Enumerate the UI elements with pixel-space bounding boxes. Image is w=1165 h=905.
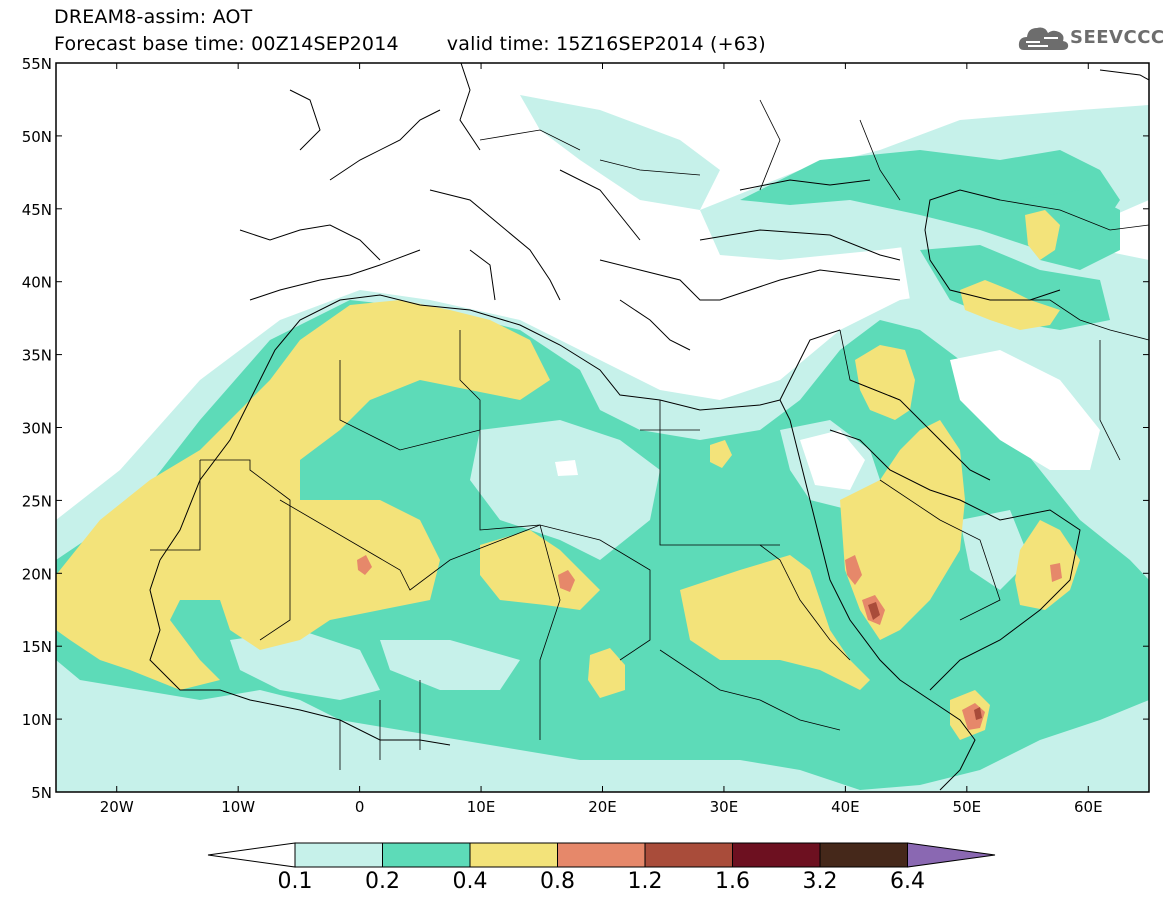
lat-tick-label: 30N <box>22 420 52 438</box>
lon-tick-label: 30E <box>710 798 739 816</box>
colorbar-segment <box>557 842 646 868</box>
colorbar-segment <box>732 842 821 868</box>
aot-colorbar <box>207 842 996 868</box>
colorbar-segment <box>294 842 383 868</box>
forecast-base-time: Forecast base time: 00Z14SEP2014 <box>54 33 399 55</box>
aot-clear-areas <box>555 350 1100 490</box>
lat-tick-label: 40N <box>22 274 52 292</box>
aot-band-0.8 <box>357 555 1062 730</box>
cloud-logo-icon <box>1018 27 1069 50</box>
lat-tick-label: 55N <box>22 55 52 73</box>
coastlines <box>149 63 1149 791</box>
lon-tick-label: 10W <box>221 798 255 816</box>
colorbar-label: 6.4 <box>890 869 925 894</box>
colorbar-label: 3.2 <box>802 869 838 894</box>
colorbar-label: 0.2 <box>365 869 400 894</box>
lon-tick-label: 40E <box>831 798 860 816</box>
lat-tick-label: 35N <box>22 347 52 365</box>
colorbar-over-arrow <box>907 842 996 868</box>
colorbar-label: 0.8 <box>540 869 575 894</box>
lat-tick-label: 20N <box>22 565 52 583</box>
colorbar-label: 0.1 <box>277 869 313 894</box>
lat-tick-label: 50N <box>22 128 52 146</box>
lat-tick-label: 10N <box>22 711 52 729</box>
colorbar-segment <box>819 842 908 868</box>
lon-tick-label: 60E <box>1074 798 1103 816</box>
colorbar-segment <box>382 842 471 868</box>
colorbar-under-arrow <box>207 842 296 868</box>
longitude-axis: 20W 10W 0 10E 20E 30E 40E 50E 60E <box>100 63 1103 816</box>
lat-tick-label: 15N <box>22 638 52 656</box>
lon-tick-label: 20E <box>588 798 617 816</box>
lon-tick-label: 0 <box>355 798 365 816</box>
lon-tick-label: 10E <box>467 798 496 816</box>
lon-tick-label: 50E <box>953 798 982 816</box>
colorbar-label: 1.2 <box>627 869 663 894</box>
seevccc-logo: SEEVCCC <box>1018 22 1164 56</box>
latitude-axis: 55N 50N 45N 40N 35N 30N 25N 20N 15N 10N 5N <box>22 55 1149 802</box>
colorbar-label: 0.4 <box>452 869 488 894</box>
lon-tick-label: 20W <box>100 798 134 816</box>
logo-text: SEEVCCC <box>1070 27 1165 48</box>
colorbar-segment <box>469 842 558 868</box>
colorbar-label: 1.6 <box>715 869 750 894</box>
country-borders <box>150 99 1149 770</box>
time-info: Forecast base time: 00Z14SEP2014 valid ti… <box>54 33 766 55</box>
aot-field <box>56 63 1149 792</box>
colorbar-segment <box>644 842 733 868</box>
aot-band-1.2 <box>868 602 982 720</box>
map-title: DREAM8-assim: AOT <box>54 6 253 28</box>
lat-tick-label: 5N <box>31 784 52 802</box>
aot-band-0.4 <box>56 210 1080 740</box>
lat-tick-label: 45N <box>22 201 52 219</box>
lat-tick-label: 25N <box>22 492 52 510</box>
valid-time: valid time: 15Z16SEP2014 (+63) <box>446 33 766 55</box>
